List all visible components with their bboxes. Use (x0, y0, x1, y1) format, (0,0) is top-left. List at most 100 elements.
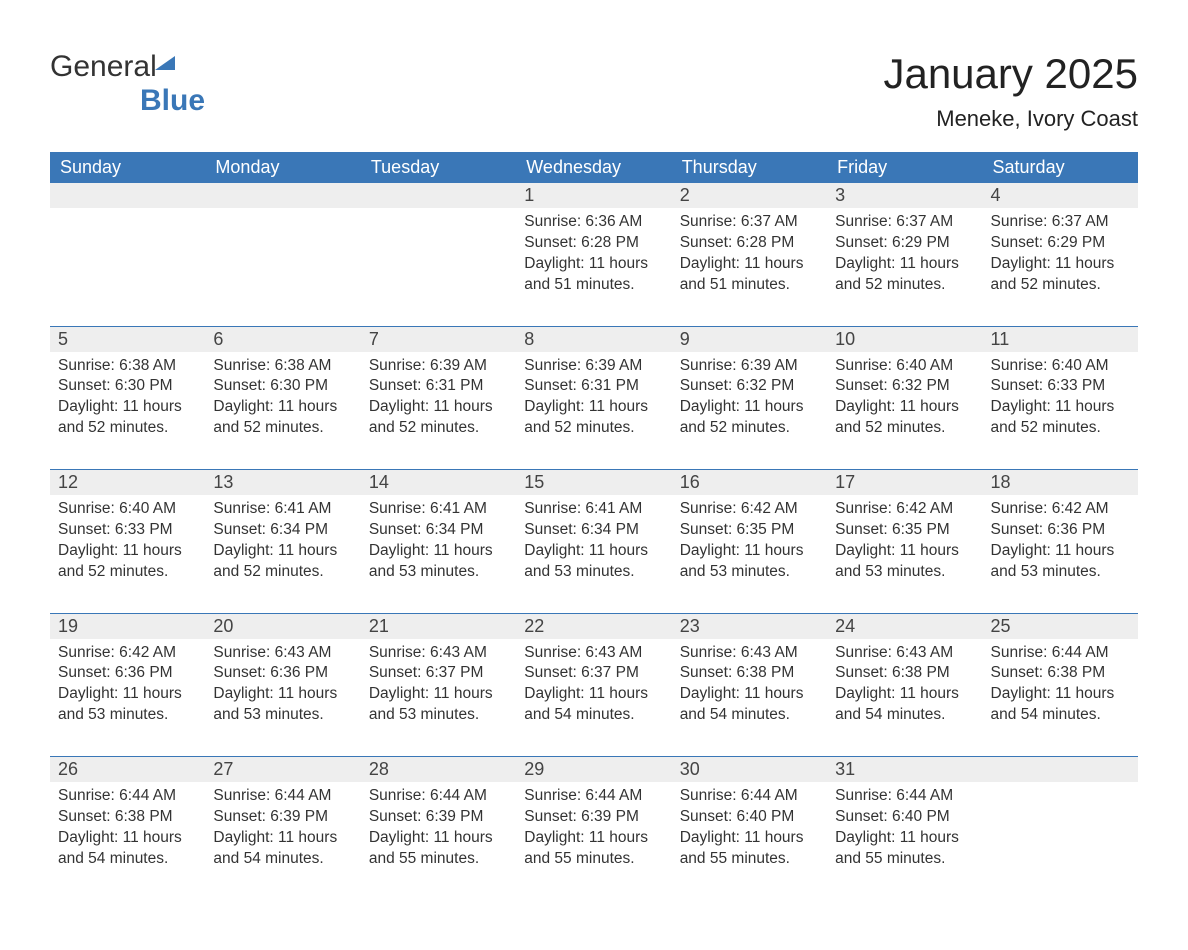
day-detail-cell: Sunrise: 6:41 AMSunset: 6:34 PMDaylight:… (205, 495, 360, 613)
day-sunset: Sunset: 6:30 PM (213, 376, 352, 397)
day-number-cell: 30 (672, 757, 827, 782)
day-detail-cell: Sunrise: 6:39 AMSunset: 6:31 PMDaylight:… (361, 352, 516, 470)
day-d1: Daylight: 11 hours (680, 541, 819, 562)
day-number-cell: 13 (205, 470, 360, 495)
day-number-cell (205, 183, 360, 208)
day-d1: Daylight: 11 hours (835, 541, 974, 562)
day-d1: Daylight: 11 hours (524, 397, 663, 418)
day-d1: Daylight: 11 hours (991, 541, 1130, 562)
day-sunset: Sunset: 6:38 PM (680, 663, 819, 684)
day-d1: Daylight: 11 hours (524, 541, 663, 562)
day-d2: and 54 minutes. (524, 705, 663, 726)
weekday-header-row: Sunday Monday Tuesday Wednesday Thursday… (50, 152, 1138, 183)
day-d1: Daylight: 11 hours (213, 397, 352, 418)
day-d2: and 53 minutes. (369, 705, 508, 726)
day-d2: and 55 minutes. (369, 849, 508, 870)
day-d2: and 54 minutes. (213, 849, 352, 870)
day-detail-cell: Sunrise: 6:44 AMSunset: 6:40 PMDaylight:… (672, 782, 827, 900)
day-sunrise: Sunrise: 6:43 AM (524, 643, 663, 664)
detail-row: Sunrise: 6:40 AMSunset: 6:33 PMDaylight:… (50, 495, 1138, 613)
day-sunset: Sunset: 6:38 PM (991, 663, 1130, 684)
day-sunrise: Sunrise: 6:42 AM (58, 643, 197, 664)
day-detail-cell: Sunrise: 6:40 AMSunset: 6:32 PMDaylight:… (827, 352, 982, 470)
day-number-cell: 1 (516, 183, 671, 208)
day-d1: Daylight: 11 hours (58, 684, 197, 705)
day-number-cell: 11 (983, 327, 1138, 352)
day-d2: and 52 minutes. (835, 275, 974, 296)
day-d2: and 53 minutes. (58, 705, 197, 726)
day-number-cell: 3 (827, 183, 982, 208)
day-number-cell: 21 (361, 614, 516, 639)
day-sunset: Sunset: 6:30 PM (58, 376, 197, 397)
day-sunset: Sunset: 6:31 PM (524, 376, 663, 397)
day-sunrise: Sunrise: 6:42 AM (991, 499, 1130, 520)
day-number-cell: 24 (827, 614, 982, 639)
detail-row: Sunrise: 6:38 AMSunset: 6:30 PMDaylight:… (50, 352, 1138, 470)
day-sunset: Sunset: 6:35 PM (835, 520, 974, 541)
day-d1: Daylight: 11 hours (213, 828, 352, 849)
day-sunset: Sunset: 6:37 PM (524, 663, 663, 684)
day-sunset: Sunset: 6:28 PM (524, 233, 663, 254)
daynum-row: 19202122232425 (50, 614, 1138, 639)
day-d2: and 55 minutes. (680, 849, 819, 870)
day-number-cell: 17 (827, 470, 982, 495)
day-number-cell (983, 757, 1138, 782)
day-number-cell: 18 (983, 470, 1138, 495)
day-sunset: Sunset: 6:34 PM (524, 520, 663, 541)
day-detail-cell: Sunrise: 6:39 AMSunset: 6:32 PMDaylight:… (672, 352, 827, 470)
day-sunset: Sunset: 6:32 PM (835, 376, 974, 397)
day-d2: and 52 minutes. (524, 418, 663, 439)
day-d1: Daylight: 11 hours (369, 828, 508, 849)
day-detail-cell (983, 782, 1138, 900)
day-d2: and 53 minutes. (213, 705, 352, 726)
page-subtitle: Meneke, Ivory Coast (883, 106, 1138, 132)
day-d2: and 53 minutes. (680, 562, 819, 583)
day-number-cell: 12 (50, 470, 205, 495)
col-tuesday: Tuesday (361, 152, 516, 183)
day-sunrise: Sunrise: 6:44 AM (369, 786, 508, 807)
col-saturday: Saturday (983, 152, 1138, 183)
day-number-cell: 2 (672, 183, 827, 208)
day-d1: Daylight: 11 hours (58, 828, 197, 849)
day-d2: and 53 minutes. (991, 562, 1130, 583)
day-d1: Daylight: 11 hours (835, 684, 974, 705)
day-detail-cell: Sunrise: 6:44 AMSunset: 6:39 PMDaylight:… (361, 782, 516, 900)
day-sunrise: Sunrise: 6:42 AM (835, 499, 974, 520)
day-d1: Daylight: 11 hours (991, 397, 1130, 418)
day-d1: Daylight: 11 hours (369, 397, 508, 418)
day-detail-cell: Sunrise: 6:44 AMSunset: 6:38 PMDaylight:… (50, 782, 205, 900)
day-sunrise: Sunrise: 6:43 AM (369, 643, 508, 664)
day-d2: and 52 minutes. (991, 418, 1130, 439)
day-d2: and 52 minutes. (369, 418, 508, 439)
day-sunset: Sunset: 6:35 PM (680, 520, 819, 541)
day-sunset: Sunset: 6:37 PM (369, 663, 508, 684)
day-number-cell: 7 (361, 327, 516, 352)
day-d1: Daylight: 11 hours (991, 684, 1130, 705)
day-sunset: Sunset: 6:31 PM (369, 376, 508, 397)
day-sunrise: Sunrise: 6:40 AM (991, 356, 1130, 377)
day-detail-cell: Sunrise: 6:43 AMSunset: 6:38 PMDaylight:… (672, 639, 827, 757)
day-number-cell: 26 (50, 757, 205, 782)
calendar: Sunday Monday Tuesday Wednesday Thursday… (50, 152, 1138, 900)
day-number-cell: 9 (672, 327, 827, 352)
detail-row: Sunrise: 6:42 AMSunset: 6:36 PMDaylight:… (50, 639, 1138, 757)
day-d1: Daylight: 11 hours (524, 254, 663, 275)
day-detail-cell (50, 208, 205, 326)
day-d1: Daylight: 11 hours (835, 254, 974, 275)
day-d1: Daylight: 11 hours (369, 684, 508, 705)
day-detail-cell: Sunrise: 6:40 AMSunset: 6:33 PMDaylight:… (983, 352, 1138, 470)
day-sunset: Sunset: 6:34 PM (369, 520, 508, 541)
day-detail-cell (205, 208, 360, 326)
day-d2: and 54 minutes. (680, 705, 819, 726)
day-number-cell: 15 (516, 470, 671, 495)
day-number-cell: 20 (205, 614, 360, 639)
day-number-cell: 31 (827, 757, 982, 782)
day-number-cell: 25 (983, 614, 1138, 639)
day-d1: Daylight: 11 hours (213, 541, 352, 562)
day-sunset: Sunset: 6:38 PM (835, 663, 974, 684)
day-d2: and 54 minutes. (835, 705, 974, 726)
day-detail-cell: Sunrise: 6:38 AMSunset: 6:30 PMDaylight:… (50, 352, 205, 470)
day-detail-cell: Sunrise: 6:43 AMSunset: 6:38 PMDaylight:… (827, 639, 982, 757)
day-sunrise: Sunrise: 6:44 AM (991, 643, 1130, 664)
day-sunrise: Sunrise: 6:41 AM (524, 499, 663, 520)
